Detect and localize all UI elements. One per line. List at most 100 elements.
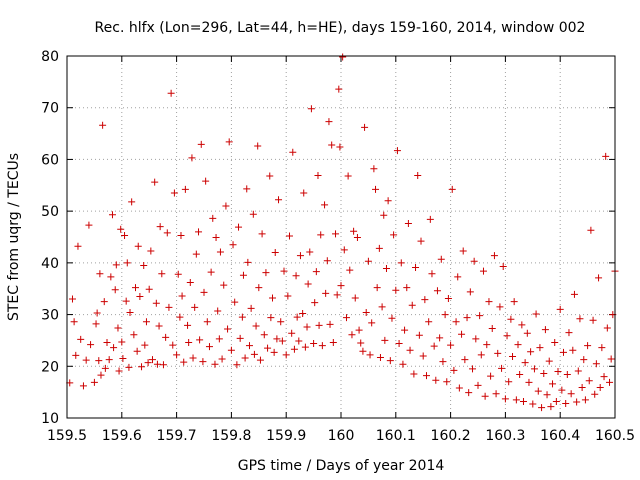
data-point: [310, 340, 318, 348]
x-tick-label: 160.3: [485, 428, 525, 444]
data-point: [382, 265, 390, 273]
data-point: [178, 292, 186, 300]
data-point: [344, 172, 352, 180]
data-point: [567, 390, 575, 398]
data-point: [100, 298, 108, 306]
data-point: [463, 314, 471, 322]
data-point: [585, 377, 593, 385]
data-point: [521, 359, 529, 367]
data-point: [476, 312, 484, 320]
data-point: [245, 342, 253, 350]
data-point: [180, 358, 188, 366]
data-point: [82, 356, 90, 364]
data-point: [461, 356, 469, 364]
data-point: [532, 310, 540, 318]
x-axis-label: GPS time / Days of year 2014: [238, 458, 445, 474]
data-point: [185, 338, 193, 346]
data-point: [215, 335, 223, 343]
data-point: [70, 318, 78, 326]
data-point: [332, 230, 340, 238]
data-point: [474, 381, 482, 389]
data-point: [426, 215, 434, 223]
data-point: [134, 242, 142, 250]
data-point: [380, 211, 388, 219]
axis-ticks: 159.5 159.6 159.7 159.8 159.9 160 160.1 160.2 16…: [41, 49, 635, 444]
data-point: [393, 147, 401, 155]
data-point: [108, 211, 116, 219]
data-point: [325, 118, 333, 126]
y-tick-label: 60: [41, 152, 59, 168]
data-point: [199, 358, 207, 366]
data-point: [421, 296, 429, 304]
data-point: [326, 320, 334, 328]
data-point: [498, 364, 506, 372]
data-point: [255, 284, 263, 292]
data-point: [285, 232, 293, 240]
x-tick-label: 160.2: [431, 428, 471, 444]
data-point: [596, 383, 604, 391]
data-point: [428, 270, 436, 278]
data-point: [128, 198, 136, 206]
data-point: [121, 231, 129, 239]
data-point: [569, 346, 577, 354]
data-point: [254, 142, 262, 150]
data-point: [181, 185, 189, 193]
data-point: [401, 326, 409, 334]
data-point: [494, 349, 502, 357]
x-tick-label: 159.9: [266, 428, 306, 444]
data-point: [174, 270, 182, 278]
data-point: [600, 373, 608, 381]
data-point: [432, 376, 440, 384]
data-point: [87, 341, 95, 349]
data-point: [370, 165, 378, 173]
data-point: [388, 314, 396, 322]
data-point: [565, 329, 573, 337]
data-point: [425, 318, 433, 326]
data-point: [443, 378, 451, 386]
data-point: [238, 313, 246, 321]
data-point: [136, 292, 144, 300]
data-point: [167, 89, 175, 97]
data-point: [386, 357, 394, 365]
data-point: [163, 229, 171, 237]
data-point: [479, 267, 487, 275]
data-point: [351, 294, 359, 302]
data-point: [337, 282, 345, 290]
data-point: [197, 140, 205, 148]
data-point: [307, 105, 315, 113]
data-point: [552, 397, 560, 405]
data-point: [284, 292, 292, 300]
data-point: [492, 390, 500, 398]
data-point: [328, 141, 336, 149]
data-point: [368, 319, 376, 327]
y-tick-label: 70: [41, 101, 59, 117]
data-point: [220, 281, 228, 289]
data-point: [465, 389, 473, 397]
data-point: [444, 295, 452, 303]
data-point: [496, 303, 504, 311]
data-point: [339, 53, 347, 61]
data-point: [196, 336, 204, 344]
data-point: [364, 257, 372, 265]
data-point: [551, 338, 559, 346]
data-point: [119, 355, 127, 363]
data-point: [602, 152, 610, 160]
data-point: [452, 318, 460, 326]
data-point: [244, 258, 252, 266]
data-point: [587, 226, 595, 234]
data-point: [580, 356, 588, 364]
data-point: [202, 177, 210, 185]
data-point: [417, 237, 425, 245]
data-point: [162, 333, 170, 341]
data-point: [306, 248, 314, 256]
data-point: [158, 270, 166, 278]
data-point: [90, 378, 98, 386]
data-point: [264, 344, 272, 352]
data-point: [173, 351, 181, 359]
data-point: [477, 351, 485, 359]
data-point: [191, 303, 199, 311]
data-point: [236, 334, 244, 342]
data-point: [573, 398, 581, 406]
data-point: [68, 295, 76, 303]
data-point: [211, 360, 219, 368]
